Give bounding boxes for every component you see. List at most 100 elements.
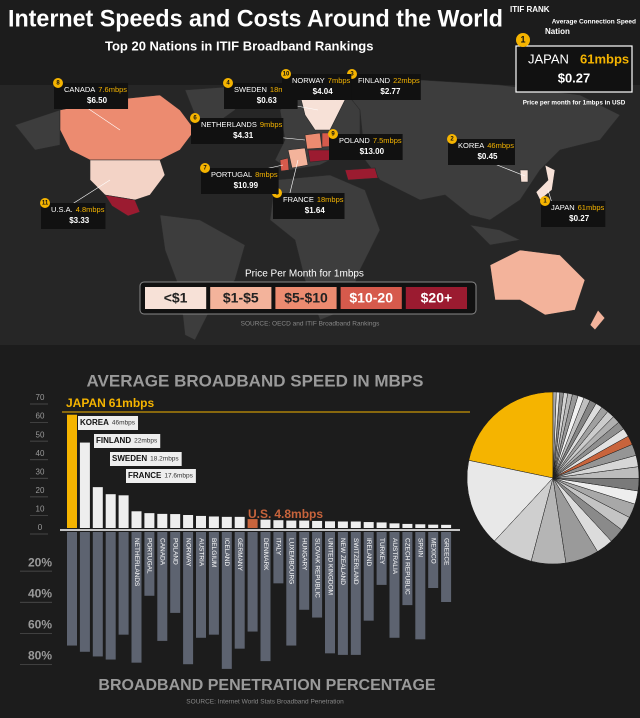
y-tick-label: 0 xyxy=(38,523,43,532)
callout-country: U.S.A. xyxy=(51,205,73,214)
speed-callout: FINLAND 22mbps xyxy=(94,434,161,448)
callout-rank-badge xyxy=(328,129,338,139)
bar xyxy=(67,532,77,646)
speed-callout-box xyxy=(110,452,182,466)
callout-price: $4.04 xyxy=(313,87,334,96)
category-label: UNITED KINGDOM xyxy=(326,538,333,595)
callout-box xyxy=(41,203,106,229)
turkey xyxy=(344,167,379,181)
y-tick-label: 20 xyxy=(36,486,45,495)
callout-country: POLAND xyxy=(339,136,370,145)
portugal xyxy=(279,157,290,172)
bar xyxy=(131,511,142,528)
callout-price: $0.63 xyxy=(257,96,278,105)
bar xyxy=(428,532,439,588)
callout-box xyxy=(541,201,606,227)
y-tick-label: 30 xyxy=(36,467,45,476)
bar xyxy=(325,521,335,528)
key-rank-badge xyxy=(516,33,530,47)
callout-country: FINLAND xyxy=(358,76,391,85)
callout-price: $0.27 xyxy=(569,214,590,223)
korea xyxy=(519,169,529,183)
penetration-source: SOURCE: Internet World Stats Broadband P… xyxy=(186,699,344,706)
callout-rank-badge xyxy=(40,198,50,208)
pie-slice xyxy=(466,460,554,542)
bar xyxy=(441,524,452,528)
speed-callout-country: U.S. xyxy=(248,507,271,521)
callout-country: KOREA xyxy=(458,141,484,150)
bar xyxy=(170,514,181,528)
subtitle: Top 20 Nations in ITIF Broadband Ranking… xyxy=(105,38,373,53)
bar xyxy=(157,532,168,641)
bar xyxy=(415,532,426,640)
callout-speed: 4.8mbps xyxy=(76,205,105,214)
speed-callout-value: 22mbps xyxy=(134,438,158,445)
legend-label: <$1 xyxy=(164,290,188,306)
category-label: DENMARK xyxy=(262,538,269,571)
bar xyxy=(376,522,387,528)
callout-rank-badge xyxy=(447,134,457,144)
bar xyxy=(286,532,297,646)
central-europe xyxy=(307,149,331,163)
bar xyxy=(441,532,452,602)
callout-box xyxy=(273,193,345,219)
bar xyxy=(196,532,206,638)
bar xyxy=(299,520,310,528)
callout-price: $0.45 xyxy=(477,152,498,161)
callout-price: $2.77 xyxy=(380,87,401,96)
bar xyxy=(105,494,116,528)
callout-country: JAPAN xyxy=(551,203,575,212)
bar xyxy=(376,532,387,585)
map-callout: 11U.S.A. 4.8mbps $3.33 xyxy=(40,198,106,229)
key-speed-label: Average Connection Speed xyxy=(552,19,636,26)
map-callout: 1 JAPAN 61mbps $0.27 xyxy=(540,196,606,227)
bar xyxy=(67,414,77,528)
legend-label: $10-20 xyxy=(349,290,393,306)
canada xyxy=(59,94,196,161)
callout-box xyxy=(348,74,421,100)
bar xyxy=(350,521,361,528)
category-label: AUSTRALIA xyxy=(391,538,398,575)
bar xyxy=(196,515,206,528)
callout-country: SWEDEN xyxy=(234,85,267,94)
bar xyxy=(221,516,232,528)
bar xyxy=(260,519,271,528)
callout-rank-badge xyxy=(200,163,210,173)
speed-callout-value: 17.6mbps xyxy=(164,473,193,480)
map-callout: 5FRANCE18mbps$1.64 xyxy=(272,188,345,219)
category-label: IRELAND xyxy=(365,538,372,566)
bar xyxy=(144,513,155,528)
callout-price: $13.00 xyxy=(360,147,385,156)
callout-rank: 2 xyxy=(450,137,454,143)
map-callout: 6 NETHERLANDS 9mbps $4.31 xyxy=(190,113,284,144)
speed-callout-box xyxy=(94,434,161,448)
category-label: TURKEY xyxy=(378,538,385,565)
category-label: POLAND xyxy=(171,538,178,565)
speed-callout-country: SWEDEN xyxy=(112,454,147,463)
map-callout: 8 CANADA 7.6mbps $6.50 xyxy=(53,78,129,109)
callout-speed: 7.5mbps xyxy=(373,136,402,145)
callout-price: $6.50 xyxy=(87,96,108,105)
bar xyxy=(260,532,271,662)
category-label: SPAIN xyxy=(417,538,424,557)
speed-callout-value: 4.8mbps xyxy=(274,507,323,521)
japan xyxy=(535,164,556,201)
callout-speed: 18mbps xyxy=(317,195,344,204)
bar xyxy=(247,519,258,528)
bar xyxy=(363,532,374,621)
legend-label: $1-$5 xyxy=(223,290,259,306)
south-america xyxy=(159,214,246,341)
legend-swatch xyxy=(275,287,337,309)
bar xyxy=(208,532,219,635)
legend-label: $5-$10 xyxy=(284,290,328,306)
bar xyxy=(157,513,168,528)
callout-price: $4.31 xyxy=(233,131,254,140)
category-label: NEW ZEALAND xyxy=(339,538,346,585)
callout-box xyxy=(191,118,284,144)
speed-callout: JAPAN 61mbps xyxy=(66,396,154,410)
callout-rank: 6 xyxy=(193,116,197,122)
y-tick-label: 10 xyxy=(36,505,45,514)
speed-callout-country: FINLAND xyxy=(96,436,131,445)
callout-country: FRANCE xyxy=(283,195,314,204)
bar xyxy=(118,532,129,635)
